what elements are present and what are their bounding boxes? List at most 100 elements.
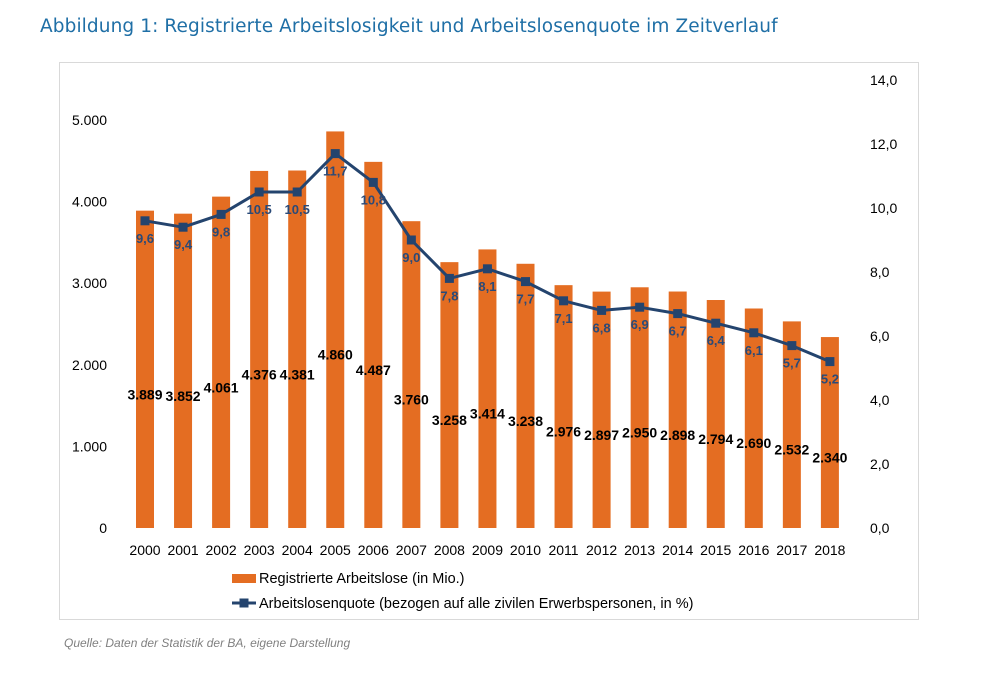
bar-2004 [288,170,307,528]
point-2000 [140,216,150,226]
bar-label-2006: 4.487 [356,362,391,378]
line-label-2011: 7,1 [555,311,573,326]
bar-label-2009: 3.414 [470,406,505,422]
point-2011 [559,296,569,306]
line-series [140,149,835,367]
x-tick-2016: 2016 [738,542,769,558]
line-label-2002: 9,8 [212,224,230,239]
point-2013 [635,302,645,312]
bar-label-2013: 2.950 [622,425,657,441]
bar-label-2008: 3.258 [432,412,467,428]
bar-2014 [668,291,687,528]
bar-label-2001: 3.852 [166,388,201,404]
x-tick-2012: 2012 [586,542,617,558]
point-2018 [825,357,835,367]
right-tick-1: 2,0 [870,456,890,472]
x-tick-2011: 2011 [548,542,578,558]
right-axis-ticks: 0,0 2,0 4,0 6,0 8,0 10,0 12,0 14,0 [870,72,897,536]
legend-line-marker [239,598,249,608]
x-tick-2018: 2018 [814,542,845,558]
point-2009 [482,264,492,274]
bar-2007 [402,221,421,528]
x-tick-2003: 2003 [244,542,275,558]
right-tick-4: 8,0 [870,264,890,280]
point-2003 [254,187,264,197]
legend-bar-swatch [232,574,256,583]
line-label-2004: 10,5 [285,202,310,217]
bar-2016 [744,308,763,528]
x-tick-2010: 2010 [510,542,541,558]
line-label-2000: 9,6 [136,231,154,246]
bar-label-2014: 2.898 [660,427,695,443]
line-label-2013: 6,9 [631,317,649,332]
bar-2010 [516,263,535,528]
left-tick-5: 5.000 [72,112,107,128]
bar-label-2003: 4.376 [242,366,277,382]
bar-2006 [364,161,383,529]
x-tick-2015: 2015 [700,542,731,558]
line-label-2009: 8,1 [478,279,496,294]
bar-label-2002: 4.061 [204,379,239,395]
line-label-2015: 6,4 [707,333,726,348]
bar-2015 [706,300,725,528]
x-tick-2008: 2008 [434,542,465,558]
bar-label-2016: 2.690 [736,435,771,451]
line-label-2012: 6,8 [593,320,611,335]
line-label-2018: 5,2 [821,372,839,387]
left-axis-ticks: 0 1.000 2.000 3.000 4.000 5.000 [72,112,107,536]
line-label-2016: 6,1 [745,343,763,358]
x-tick-2002: 2002 [206,542,237,558]
figure-heading: Abbildung 1: Registrierte Arbeitslosigke… [40,16,778,37]
x-tick-2017: 2017 [776,542,807,558]
line-label-2007: 9,0 [402,250,420,265]
bar-series [136,131,839,529]
bar-label-2012: 2.897 [584,427,619,443]
bar-label-2007: 3.760 [394,392,429,408]
right-tick-6: 12,0 [870,136,897,152]
bar-2001 [174,213,193,528]
x-tick-2007: 2007 [396,542,427,558]
point-2010 [521,277,530,287]
bar-label-2011: 2.976 [546,424,581,440]
bar-2018 [820,337,839,528]
x-tick-2000: 2000 [129,542,160,558]
legend-bar-label: Registrierte Arbeitslose (in Mio.) [259,571,465,587]
line-label-2001: 9,4 [174,237,193,252]
point-2008 [444,273,454,283]
point-2007 [406,235,416,245]
x-tick-2006: 2006 [358,542,389,558]
bar-2000 [136,210,154,528]
point-2004 [292,187,302,197]
bar-2002 [212,196,231,528]
bar-2005 [326,131,345,528]
bar-2011 [554,285,573,528]
line-label-2010: 7,7 [516,292,534,307]
right-tick-2: 4,0 [870,392,890,408]
point-2016 [749,328,759,338]
left-tick-3: 3.000 [72,275,107,291]
point-2001 [178,222,188,232]
right-tick-7: 14,0 [870,72,897,88]
bar-label-2004: 4.381 [280,366,315,382]
point-2002 [216,209,226,219]
right-tick-0: 0,0 [870,520,890,536]
point-2017 [787,341,797,351]
x-tick-2014: 2014 [662,542,693,558]
line-label-2006: 10,8 [361,192,386,207]
bar-label-2005: 4.860 [318,347,353,363]
x-tick-2001: 2001 [167,542,198,558]
right-tick-5: 10,0 [870,200,897,216]
point-2015 [711,318,721,328]
bar-label-2015: 2.794 [698,431,733,447]
bar-2017 [782,321,801,528]
source-note: Quelle: Daten der Statistik der BA, eige… [64,636,351,650]
x-axis-ticks: 2000 2001 2002 2003 2004 2005 2006 2007 2008 2009… [129,542,845,558]
x-tick-2004: 2004 [282,542,313,558]
x-tick-2009: 2009 [472,542,503,558]
bar-label-2010: 3.238 [508,413,543,429]
left-tick-1: 1.000 [72,438,107,454]
bar-label-2000: 3.889 [127,386,162,402]
bar-label-2018: 2.340 [812,450,847,466]
